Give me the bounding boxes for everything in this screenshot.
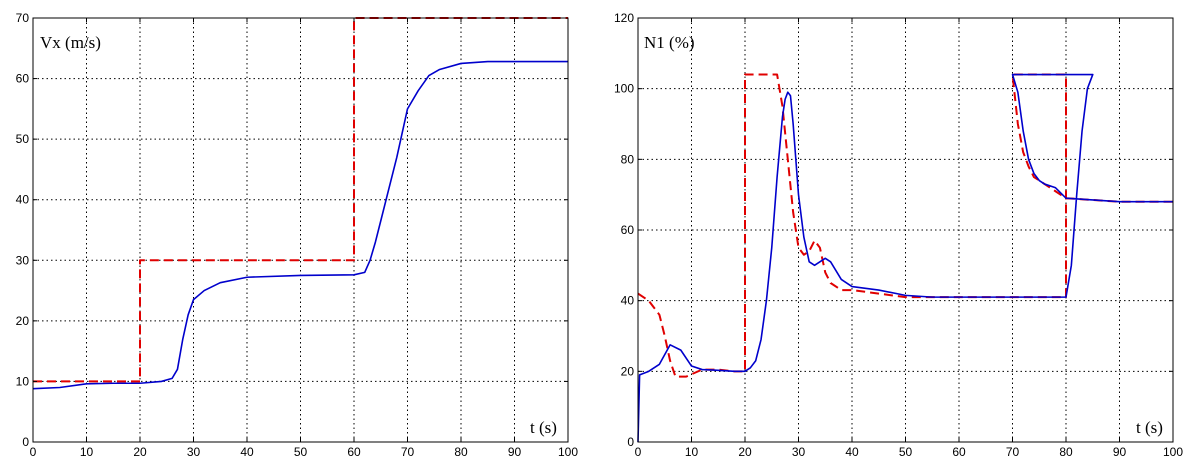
y-axis-label: Vx (m/s)	[40, 33, 101, 52]
y-tick-label: 100	[614, 82, 634, 96]
y-tick-label: 10	[16, 374, 30, 388]
response-series-line	[637, 73, 1173, 443]
x-tick-label: 30	[187, 445, 201, 459]
x-tick-label: 0	[635, 445, 642, 459]
y-tick-label: 60	[621, 223, 635, 237]
y-tick-label: 50	[16, 132, 30, 146]
x-axis-label: t (s)	[1136, 418, 1163, 437]
x-tick-label: 60	[952, 445, 966, 459]
y-tick-label: 40	[16, 193, 30, 207]
reference-series-line	[637, 73, 1173, 378]
vx-chart: 0 10 20 30 40 50 60 70 80 90 100 0 10 20 30 40 50 60 70 Vx …	[16, 11, 579, 459]
response-series-line	[32, 60, 568, 390]
y-axis-label: N1 (%)	[644, 33, 695, 52]
y-tick-label: 20	[16, 314, 30, 328]
y-tick-label: 0	[22, 435, 29, 449]
x-tick-label: 100	[558, 445, 578, 459]
x-tick-label: 20	[738, 445, 752, 459]
x-tick-label: 30	[792, 445, 806, 459]
x-tick-label: 40	[240, 445, 254, 459]
y-tick-label: 20	[621, 364, 635, 378]
y-tick-label: 70	[16, 11, 30, 25]
x-tick-label: 60	[347, 445, 361, 459]
x-tick-label: 0	[30, 445, 37, 459]
x-tick-label: 100	[1163, 445, 1183, 459]
x-tick-label: 50	[899, 445, 913, 459]
y-tick-label: 40	[621, 294, 635, 308]
x-tick-label: 90	[508, 445, 522, 459]
y-tick-label: 80	[621, 152, 635, 166]
x-tick-label: 90	[1113, 445, 1127, 459]
y-tick-label: 60	[16, 72, 30, 86]
x-tick-label: 80	[1059, 445, 1073, 459]
x-tick-label: 20	[133, 445, 147, 459]
x-tick-label: 70	[1006, 445, 1020, 459]
x-tick-label: 50	[294, 445, 308, 459]
y-tick-label: 0	[627, 435, 634, 449]
x-tick-label: 40	[845, 445, 859, 459]
y-tick-label: 30	[16, 253, 30, 267]
x-axis-label: t (s)	[530, 418, 557, 437]
x-tick-label: 10	[685, 445, 699, 459]
n1-chart: 0 10 20 30 40 50 60 70 80 90 100 0 20 40 60 80 100 120 N1 …	[614, 11, 1183, 459]
x-tick-label: 80	[454, 445, 468, 459]
x-tick-label: 70	[401, 445, 415, 459]
y-tick-label: 120	[614, 11, 634, 25]
x-tick-label: 10	[80, 445, 94, 459]
